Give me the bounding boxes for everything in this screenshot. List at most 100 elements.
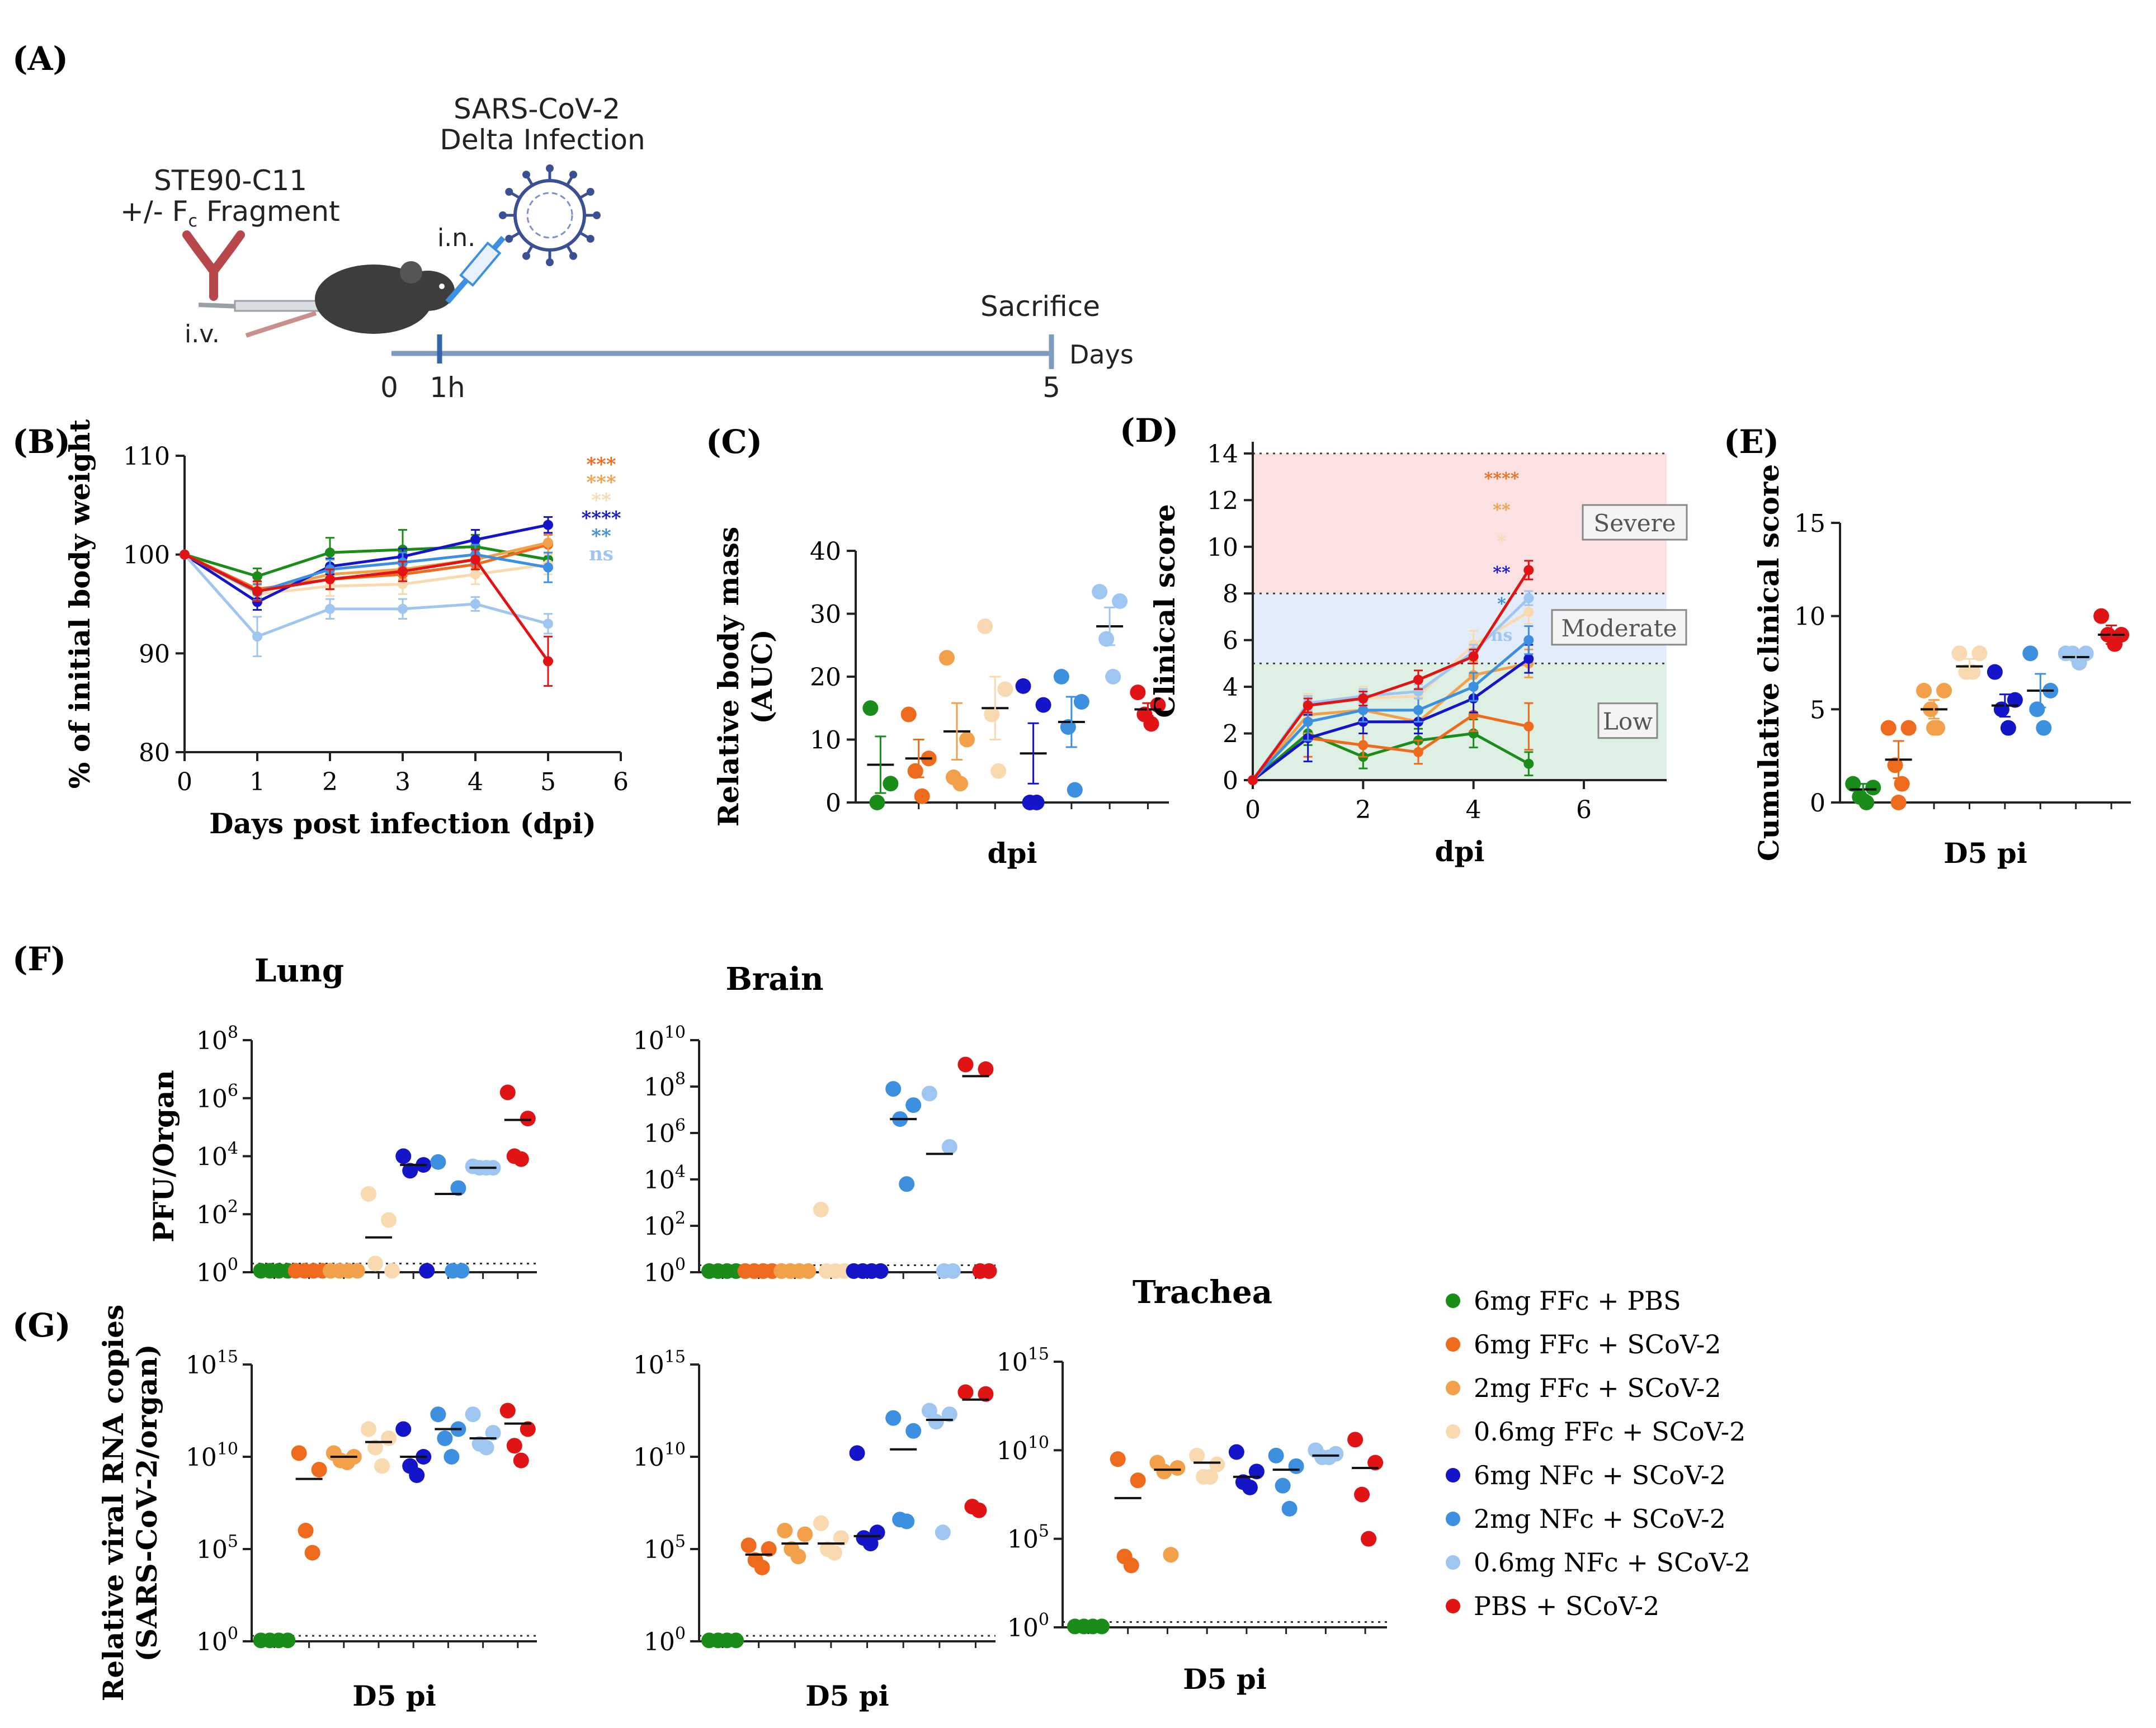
chart-f-lung: 100 102 104 106 108 Lung PFU/Organ <box>147 952 537 1287</box>
data-point <box>1951 645 1968 662</box>
data-point <box>1130 1472 1146 1489</box>
legend: 6mg FFc + PBS 6mg FFc + SCoV-2 2mg FFc +… <box>1446 1286 1751 1621</box>
data-point <box>470 599 480 609</box>
x-tick-label: 6 <box>613 768 629 796</box>
series-line <box>1252 658 1530 781</box>
in-label: i.n. <box>437 224 475 252</box>
data-point <box>1092 584 1108 600</box>
antibody-label-line1: STE90-C11 <box>154 164 307 197</box>
panel-letter-b: (B) <box>12 423 70 461</box>
band-label: Severe <box>1593 509 1676 537</box>
group-7 <box>1130 684 1166 732</box>
data-point <box>914 788 930 804</box>
y-tick-label: 102 <box>196 1197 238 1229</box>
group-7 <box>957 1056 997 1279</box>
y-tick-label: 0 <box>1223 767 1238 795</box>
virus-spike-head <box>546 258 554 266</box>
group-2 <box>1149 1455 1186 1563</box>
data-point <box>1858 795 1875 810</box>
data-point <box>957 1056 974 1073</box>
data-point <box>361 1186 377 1202</box>
data-point <box>997 681 1013 697</box>
y-tick-label: 20 <box>810 663 841 692</box>
legend-label: 0.6mg FFc + SCoV-2 <box>1474 1417 1745 1447</box>
virus-spike-head <box>522 252 530 260</box>
virus-spike <box>510 231 521 239</box>
legend-swatch <box>1446 1512 1460 1526</box>
data-point <box>520 1111 536 1127</box>
group-6 <box>465 1406 501 1456</box>
virus-spike-head <box>505 188 513 196</box>
x-tick-label: 0 <box>1245 796 1261 824</box>
legend-item: 6mg FFc + SCoV-2 <box>1446 1329 1721 1359</box>
group-3 <box>1951 645 1988 680</box>
group-6 <box>921 1085 961 1279</box>
data-point <box>957 1384 974 1400</box>
data-point <box>1015 678 1031 694</box>
data-point <box>790 1548 806 1565</box>
data-point <box>1242 1479 1258 1495</box>
y-tick-label: 100 <box>123 541 170 570</box>
data-point <box>885 1410 902 1426</box>
data-point <box>1523 721 1534 732</box>
data-point <box>1163 1547 1179 1563</box>
data-point <box>977 619 993 634</box>
data-point <box>325 547 335 558</box>
group-7 <box>1347 1432 1384 1547</box>
y-tick-label: 104 <box>196 1139 238 1172</box>
group-6 <box>465 1158 501 1176</box>
data-point <box>800 1263 817 1279</box>
data-point <box>1321 1450 1337 1465</box>
legend-item: 2mg FFc + SCoV-2 <box>1446 1373 1721 1403</box>
data-point <box>280 1632 296 1649</box>
data-point <box>1880 720 1896 736</box>
x-tick-label: 6 <box>1576 796 1592 824</box>
data-point <box>252 631 262 642</box>
virus-icon <box>499 164 601 266</box>
y-tick-label: 100 <box>196 1255 238 1287</box>
group-4 <box>395 1148 435 1279</box>
infection-label-line1: SARS-CoV-2 <box>454 93 620 125</box>
data-point <box>1347 1432 1364 1448</box>
data-point <box>928 1414 944 1430</box>
band-label: Low <box>1603 708 1653 735</box>
significance-marker: ns <box>1491 626 1513 645</box>
data-point <box>1358 705 1369 715</box>
data-point <box>941 1139 957 1155</box>
group-6 <box>1308 1442 1344 1465</box>
chart-title: Lung <box>254 952 344 989</box>
y-tick-label: 90 <box>139 640 170 668</box>
data-point <box>520 1421 536 1437</box>
data-point <box>941 1406 957 1423</box>
data-point <box>1105 669 1121 684</box>
series-6 <box>180 549 553 658</box>
data-point <box>938 650 955 666</box>
data-point <box>1093 1618 1110 1635</box>
data-point <box>349 1263 365 1279</box>
data-point <box>506 1438 522 1454</box>
data-point <box>900 706 917 723</box>
panel-letter-a: (A) <box>12 40 68 78</box>
group-0 <box>1845 776 1881 810</box>
group-2 <box>325 1445 362 1470</box>
significance-marker: * <box>1497 594 1506 614</box>
y-tick-label: 1015 <box>633 1347 686 1380</box>
data-point <box>499 1084 516 1101</box>
data-point <box>952 776 968 792</box>
data-point <box>921 1085 937 1102</box>
data-point <box>252 571 262 582</box>
data-point <box>395 1421 412 1437</box>
y-tick-label: 1010 <box>997 1433 1049 1465</box>
band-label-box <box>1597 702 1658 739</box>
panel-letter-c: (C) <box>706 423 762 461</box>
data-point <box>470 554 480 565</box>
legend-swatch <box>1446 1468 1460 1483</box>
data-point <box>1189 1447 1205 1463</box>
data-point <box>981 1263 997 1279</box>
group-3 <box>1189 1447 1225 1485</box>
group-0 <box>862 700 899 810</box>
group-4 <box>395 1421 432 1483</box>
y-tick-label: 105 <box>1007 1522 1049 1554</box>
data-point <box>905 1097 922 1113</box>
data-point <box>252 586 262 597</box>
